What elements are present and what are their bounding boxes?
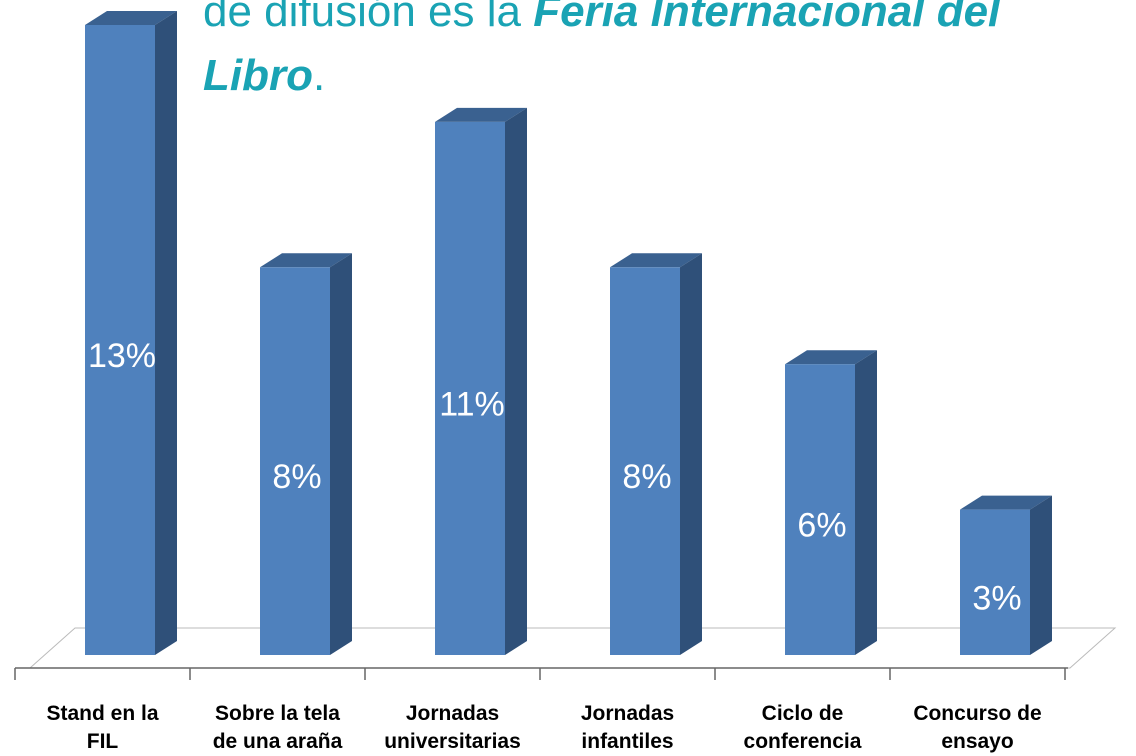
title-emphasis: Libro [203, 51, 313, 100]
x-tick-label: universitarias [384, 730, 521, 753]
bar-side [505, 107, 527, 655]
bar-side [680, 253, 702, 656]
x-tick-label: Ciclo de [762, 702, 844, 725]
x-tick-label: Stand en la [46, 702, 158, 725]
bar-top [435, 107, 527, 122]
value-label: 11% [439, 385, 505, 423]
x-tick-label: conferencia [744, 730, 862, 753]
x-tick-label: infantiles [581, 730, 673, 753]
value-label: 6% [797, 507, 846, 545]
x-tick-label: Concurso de [913, 702, 1041, 725]
bar [785, 364, 855, 655]
x-tick-label: Sobre la tela [215, 702, 340, 725]
value-label: 13% [88, 337, 156, 375]
bar-side [855, 350, 877, 655]
title-text: de difusión es la [203, 0, 521, 36]
x-tick-label: Jornadas [581, 702, 674, 725]
value-label: 8% [622, 458, 671, 496]
x-tick-label: ensayo [941, 730, 1013, 753]
title-emphasis: Feria Internacional del [533, 0, 1001, 36]
bar-top [960, 495, 1052, 510]
bar-side [330, 253, 352, 656]
bar-side [1030, 495, 1052, 655]
bar [260, 267, 330, 655]
bar [435, 121, 505, 655]
bar [85, 25, 155, 655]
chart-title: de difusión es la Feria Internacional de… [203, 0, 1000, 108]
value-label: 3% [972, 579, 1021, 617]
floor [28, 627, 1117, 669]
bar [610, 267, 680, 655]
title-text: . [312, 51, 326, 100]
x-tick-label: FIL [87, 730, 119, 753]
x-tick-label: de una araña [213, 730, 343, 753]
bar-top [610, 253, 702, 268]
value-label: 8% [272, 458, 321, 496]
bar-side [155, 11, 177, 655]
bar-top [85, 11, 177, 25]
bar [960, 509, 1030, 655]
x-tick-label: Jornadas [406, 702, 499, 725]
bar-top [260, 253, 352, 268]
bar-top [785, 350, 877, 365]
